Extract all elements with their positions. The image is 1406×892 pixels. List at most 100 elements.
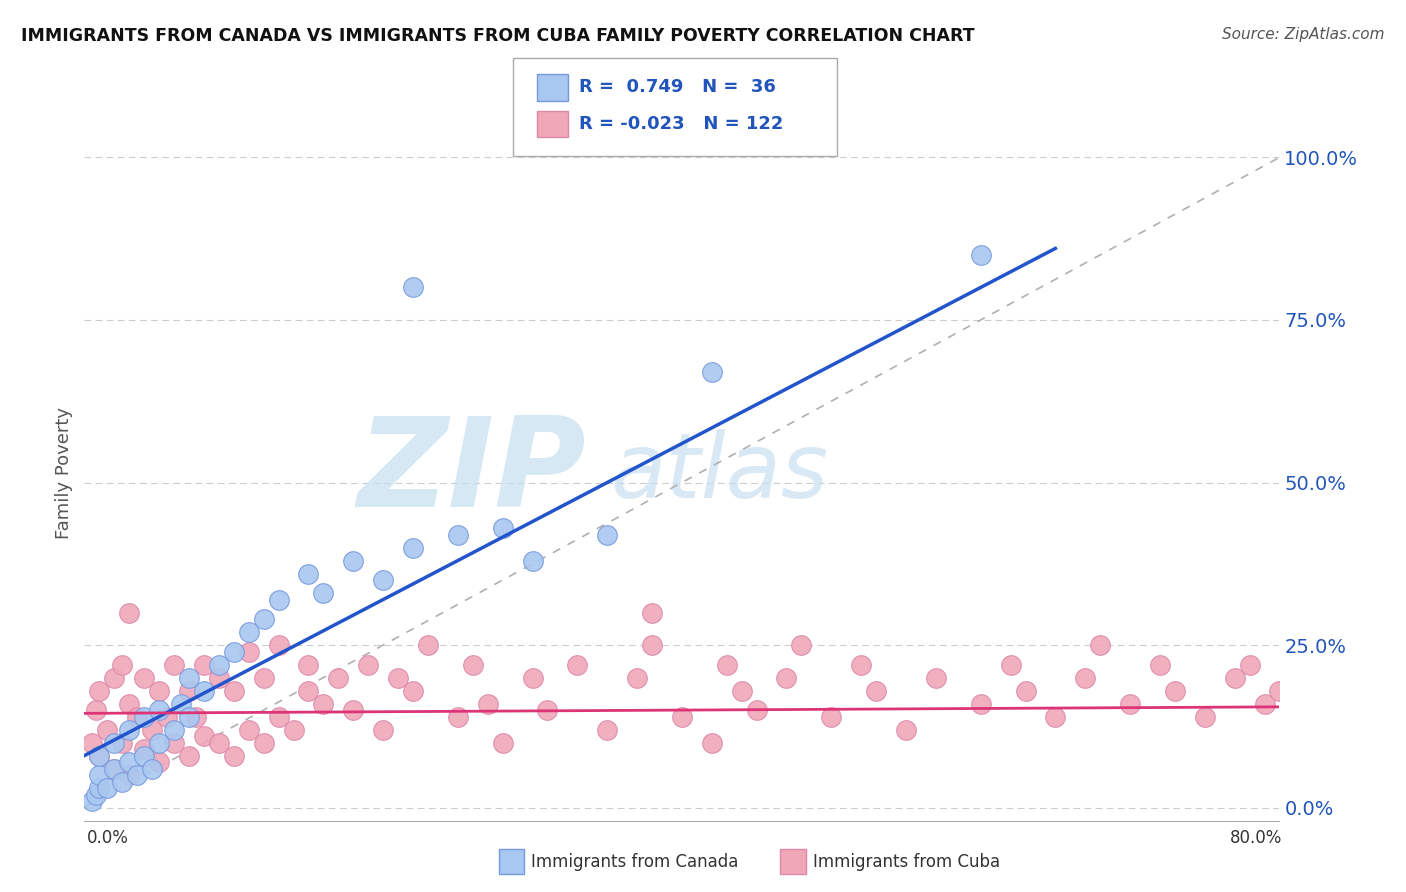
Point	[208, 671, 231, 685]
Point	[522, 553, 544, 567]
Point	[103, 762, 125, 776]
Point	[177, 709, 200, 723]
Point	[849, 657, 872, 672]
Point	[222, 644, 245, 658]
Point	[111, 657, 134, 672]
Point	[416, 638, 439, 652]
Point	[267, 709, 290, 723]
Text: IMMIGRANTS FROM CANADA VS IMMIGRANTS FROM CUBA FAMILY POVERTY CORRELATION CHART: IMMIGRANTS FROM CANADA VS IMMIGRANTS FRO…	[21, 27, 974, 45]
Point	[253, 736, 276, 750]
Point	[163, 657, 186, 672]
Point	[111, 774, 134, 789]
Point	[118, 723, 141, 737]
Point	[148, 755, 170, 769]
Point	[402, 683, 425, 698]
Point	[132, 742, 156, 756]
Point	[894, 723, 917, 737]
Point	[371, 723, 394, 737]
Point	[103, 736, 125, 750]
Point	[208, 736, 231, 750]
Point	[222, 748, 245, 763]
Point	[1253, 697, 1275, 711]
Point	[447, 527, 470, 541]
Point	[925, 671, 948, 685]
Point	[132, 671, 156, 685]
Point	[1014, 683, 1036, 698]
Point	[132, 709, 156, 723]
Point	[312, 586, 335, 600]
Point	[186, 709, 208, 723]
Point	[745, 703, 768, 717]
Point	[148, 703, 170, 717]
Point	[111, 736, 134, 750]
Point	[125, 768, 148, 782]
Point	[170, 697, 193, 711]
Point	[671, 709, 693, 723]
Point	[86, 703, 108, 717]
Point	[1045, 709, 1067, 723]
Point	[596, 723, 619, 737]
Point	[267, 592, 290, 607]
Y-axis label: Family Poverty: Family Poverty	[55, 407, 73, 539]
Point	[193, 657, 215, 672]
Point	[163, 736, 186, 750]
Text: R = -0.023   N = 122: R = -0.023 N = 122	[579, 115, 783, 133]
Point	[387, 671, 409, 685]
Text: Source: ZipAtlas.com: Source: ZipAtlas.com	[1222, 27, 1385, 42]
Point	[193, 729, 215, 743]
Text: 0.0%: 0.0%	[87, 829, 129, 847]
Point	[1119, 697, 1142, 711]
Text: R =  0.749   N =  36: R = 0.749 N = 36	[579, 78, 776, 96]
Point	[89, 768, 111, 782]
Point	[312, 697, 335, 711]
Point	[522, 671, 544, 685]
Text: Immigrants from Cuba: Immigrants from Cuba	[813, 853, 1000, 871]
Point	[148, 683, 170, 698]
Point	[790, 638, 813, 652]
Point	[177, 748, 200, 763]
Point	[1088, 638, 1111, 652]
Point	[267, 638, 290, 652]
Point	[89, 748, 111, 763]
Point	[96, 723, 118, 737]
Point	[700, 365, 723, 379]
Point	[1149, 657, 1171, 672]
Point	[357, 657, 380, 672]
Point	[297, 657, 319, 672]
Point	[193, 683, 215, 698]
Point	[118, 697, 141, 711]
Point	[238, 644, 260, 658]
Point	[1164, 683, 1187, 698]
Point	[567, 657, 589, 672]
Point	[297, 683, 319, 698]
Point	[536, 703, 558, 717]
Point	[89, 748, 111, 763]
Point	[596, 527, 619, 541]
Point	[155, 709, 177, 723]
Point	[371, 573, 394, 587]
Text: 80.0%: 80.0%	[1230, 829, 1282, 847]
Point	[492, 736, 515, 750]
Point	[132, 748, 156, 763]
Point	[283, 723, 305, 737]
Point	[626, 671, 648, 685]
Point	[177, 683, 200, 698]
Point	[89, 683, 111, 698]
Point	[177, 671, 200, 685]
Point	[96, 781, 118, 796]
Text: Immigrants from Canada: Immigrants from Canada	[531, 853, 738, 871]
Point	[163, 723, 186, 737]
Point	[1239, 657, 1261, 672]
Point	[238, 625, 260, 640]
Point	[342, 703, 364, 717]
Point	[716, 657, 738, 672]
Point	[1074, 671, 1097, 685]
Point	[80, 794, 103, 808]
Point	[148, 736, 170, 750]
Point	[125, 709, 148, 723]
Point	[208, 657, 231, 672]
Point	[1000, 657, 1022, 672]
Point	[820, 709, 842, 723]
Point	[775, 671, 797, 685]
Point	[970, 248, 993, 262]
